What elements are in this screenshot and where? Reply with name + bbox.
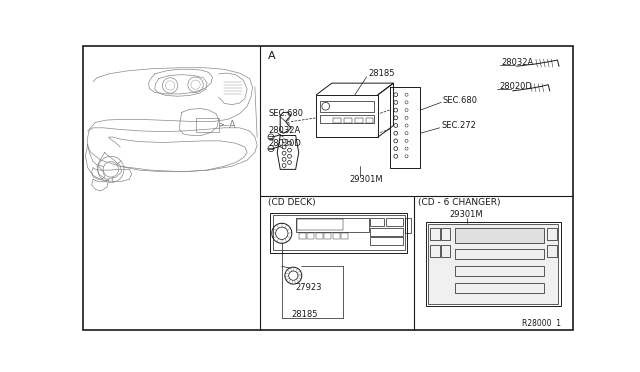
Text: 28020D: 28020D: [269, 139, 301, 148]
Text: 28032A: 28032A: [501, 58, 534, 67]
Text: A: A: [268, 51, 276, 61]
Bar: [441, 245, 451, 257]
Bar: [307, 233, 314, 240]
Bar: [426, 222, 561, 307]
Text: SEC.272: SEC.272: [441, 121, 476, 130]
Bar: [297, 219, 344, 230]
Bar: [273, 215, 405, 250]
Text: 27923: 27923: [296, 283, 322, 292]
Bar: [455, 283, 543, 294]
Bar: [344, 118, 352, 123]
Bar: [405, 218, 411, 233]
Text: (CD DECK): (CD DECK): [268, 198, 316, 207]
Bar: [441, 228, 451, 240]
Bar: [455, 266, 543, 276]
Bar: [355, 118, 363, 123]
Bar: [270, 212, 407, 253]
Text: 29301M: 29301M: [349, 175, 383, 184]
Bar: [547, 245, 557, 257]
Text: R28000  1: R28000 1: [522, 319, 561, 328]
Bar: [386, 218, 403, 225]
Bar: [547, 228, 557, 240]
Text: 28185: 28185: [292, 310, 318, 319]
Bar: [455, 228, 543, 243]
Bar: [320, 115, 374, 123]
Bar: [341, 233, 348, 240]
Bar: [428, 224, 558, 304]
Bar: [320, 101, 374, 112]
Bar: [431, 228, 440, 240]
Bar: [371, 237, 403, 245]
Bar: [455, 249, 543, 260]
Bar: [333, 118, 341, 123]
Bar: [324, 233, 331, 240]
Text: SEC.680: SEC.680: [269, 109, 304, 118]
Bar: [371, 218, 384, 225]
Bar: [333, 233, 340, 240]
Bar: [296, 218, 369, 232]
Text: 29301M: 29301M: [450, 209, 483, 218]
Text: 28020D: 28020D: [499, 82, 532, 91]
Bar: [316, 233, 323, 240]
Bar: [365, 118, 373, 123]
Bar: [316, 95, 378, 137]
Bar: [371, 228, 403, 235]
Text: 28032A: 28032A: [269, 126, 301, 135]
Text: (CD - 6 CHANGER): (CD - 6 CHANGER): [418, 198, 500, 207]
Bar: [431, 245, 440, 257]
Text: A: A: [228, 120, 236, 130]
Bar: [299, 233, 306, 240]
Text: SEC.680: SEC.680: [443, 96, 477, 105]
Text: 28185: 28185: [368, 70, 394, 78]
Bar: [196, 118, 219, 132]
Polygon shape: [280, 112, 291, 133]
